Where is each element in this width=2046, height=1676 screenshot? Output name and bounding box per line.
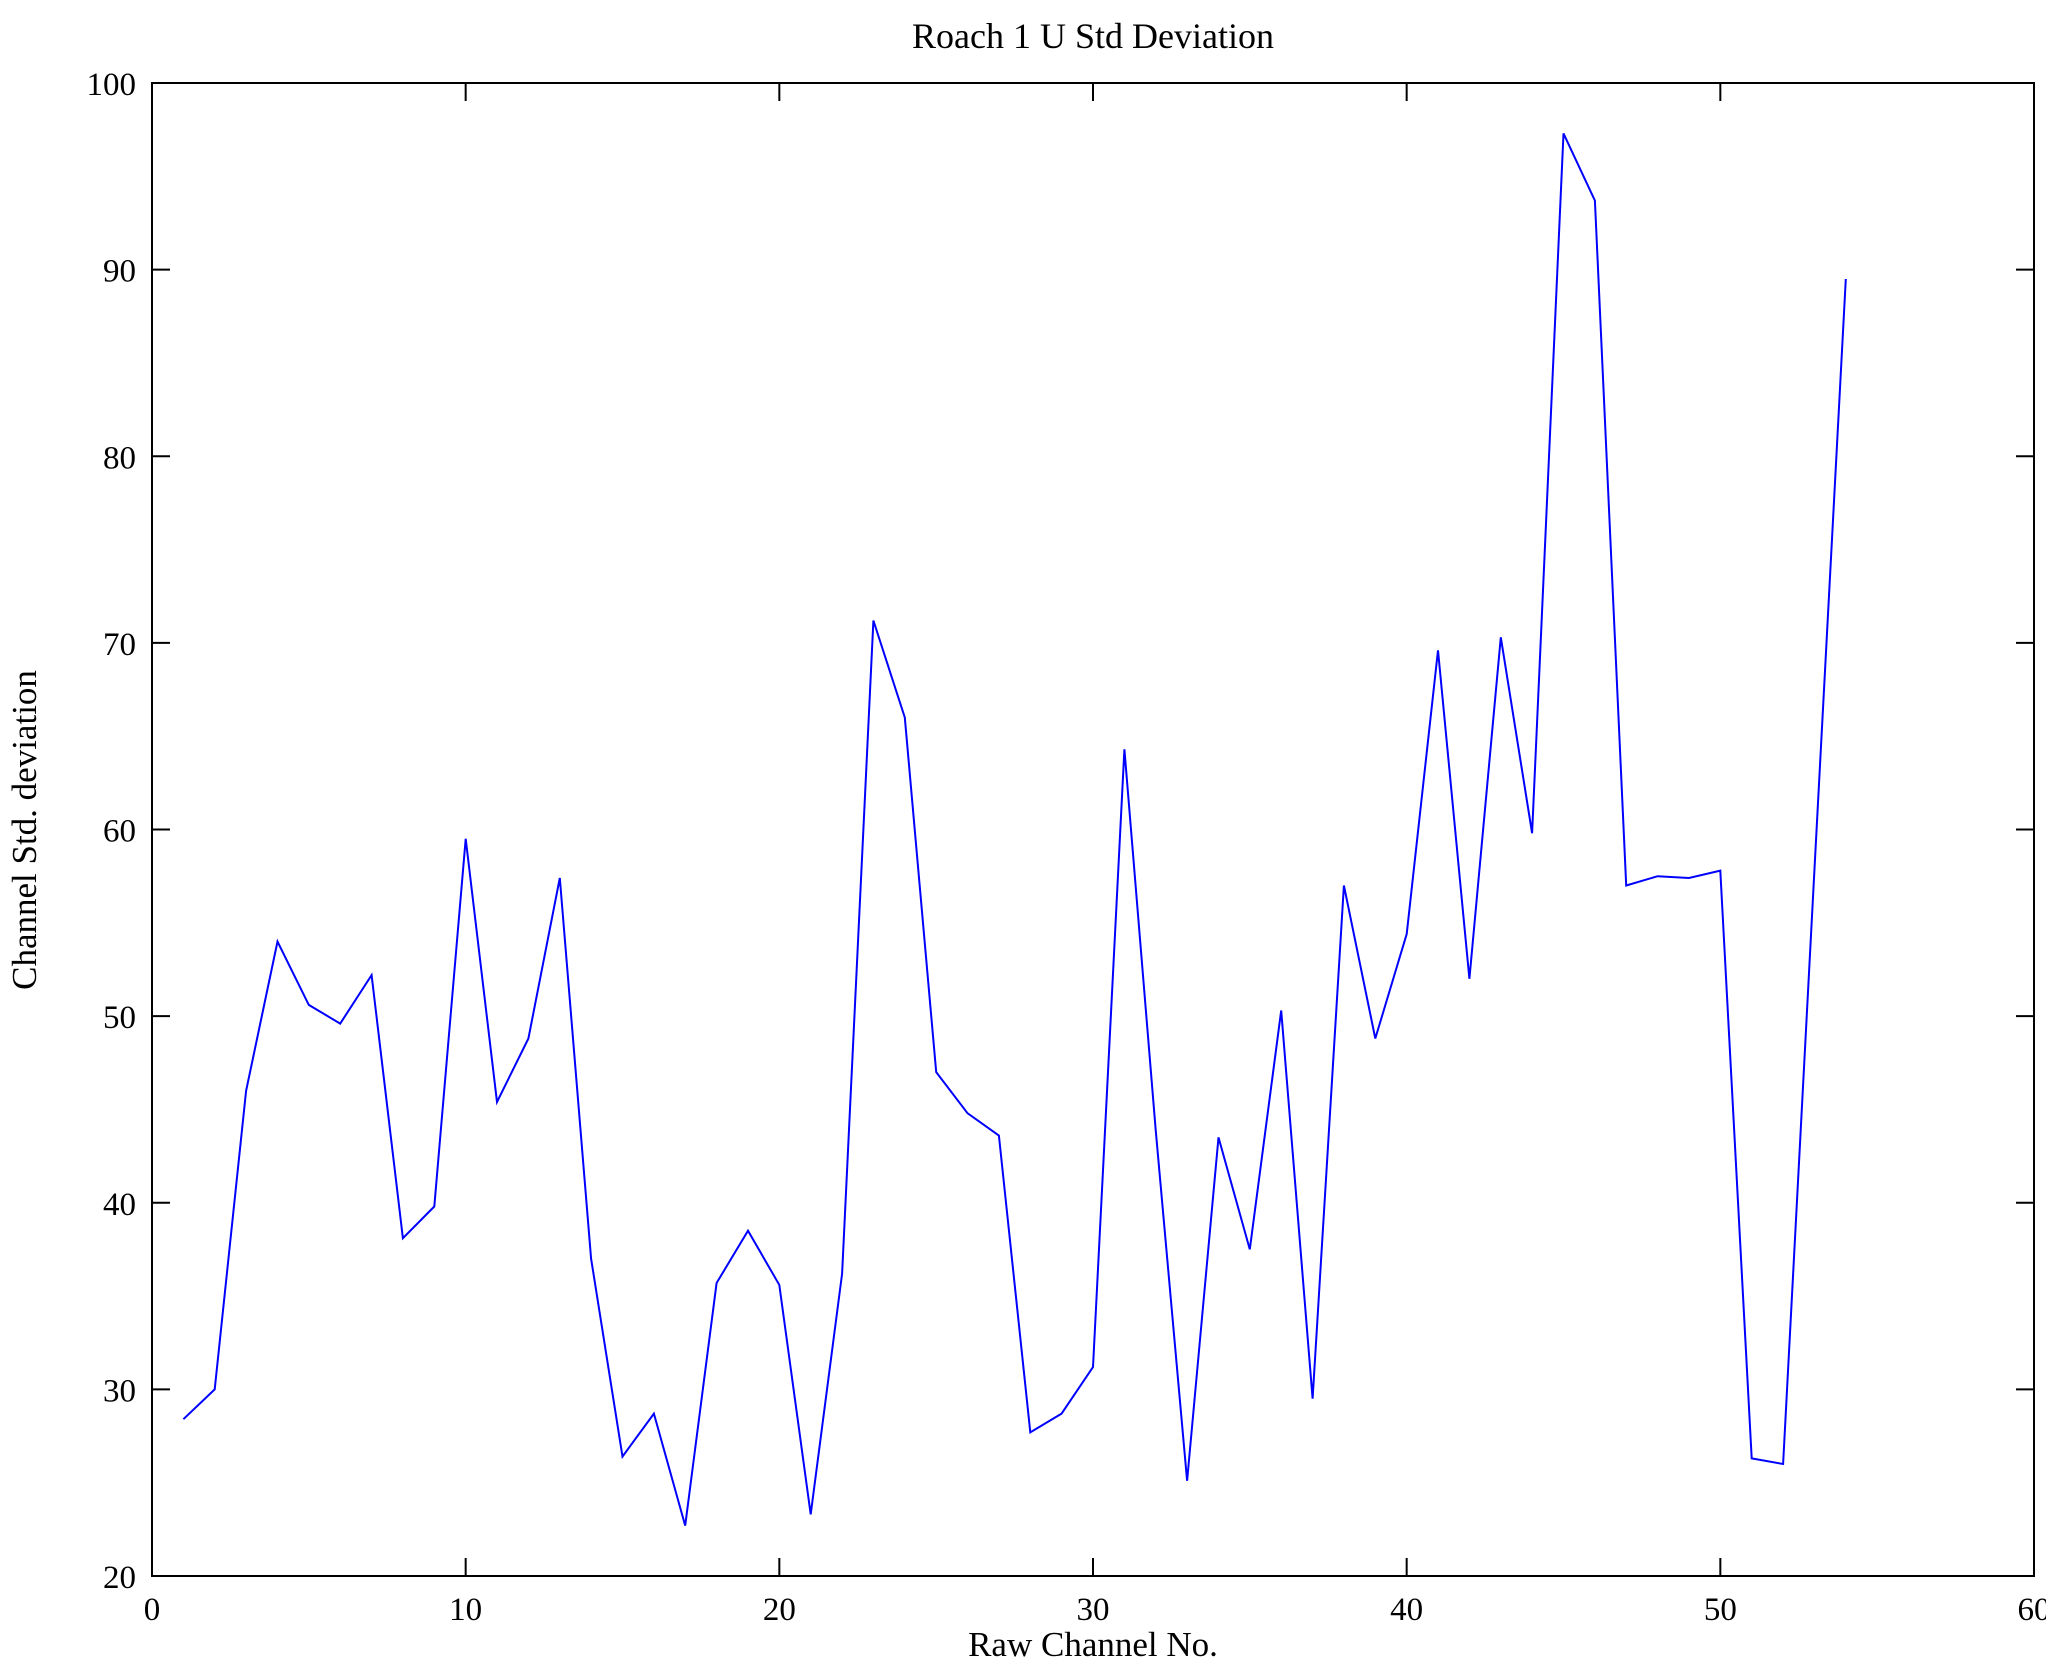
chart-title: Roach 1 U Std Deviation	[912, 16, 1274, 56]
y-tick-label: 90	[103, 254, 136, 290]
y-tick-label: 70	[103, 627, 136, 663]
y-tick-label: 100	[87, 67, 137, 103]
x-tick-label: 50	[1704, 1592, 1737, 1628]
y-tick-label: 60	[103, 814, 136, 850]
x-tick-label: 10	[449, 1592, 482, 1628]
data-line	[183, 133, 1845, 1525]
x-tick-label: 40	[1390, 1592, 1423, 1628]
axis-tick-labels: 0 10 20 30 40 50 60 20 30 40 50 60 70 80 90 100	[87, 67, 2046, 1628]
x-axis-label: Raw Channel No.	[968, 1625, 1218, 1664]
y-tick-label: 40	[103, 1187, 136, 1223]
y-tick-label: 20	[103, 1560, 136, 1596]
x-tick-label: 0	[144, 1592, 161, 1628]
y-axis-label: Channel Std. deviation	[5, 670, 44, 990]
x-tick-label: 60	[2018, 1592, 2046, 1628]
y-tick-label: 30	[103, 1373, 136, 1409]
y-tick-label: 50	[103, 1000, 136, 1036]
x-tick-label: 30	[1077, 1592, 1110, 1628]
x-tick-label: 20	[763, 1592, 796, 1628]
y-tick-label: 80	[103, 440, 136, 476]
